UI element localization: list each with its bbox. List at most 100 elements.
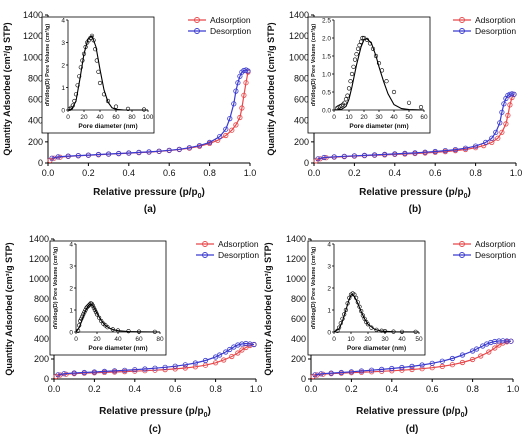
x-tick-label: 0.2 — [345, 384, 358, 394]
inset-data-point — [406, 100, 412, 105]
y-tick-label: 1000 — [286, 274, 306, 284]
x-tick-label: 0.0 — [48, 384, 61, 394]
inset-data-point — [86, 303, 91, 308]
x-axis-label: Relative pressure (p/p0) — [359, 187, 471, 200]
inset-x-tick-label: 20 — [93, 336, 101, 343]
inset-data-point — [340, 316, 345, 321]
legend-label: Adsorption — [218, 239, 259, 249]
inset-data-point — [90, 303, 95, 308]
inset-data-point — [91, 305, 96, 310]
data-point — [239, 347, 245, 353]
data-point — [483, 139, 489, 145]
y-tick-label: 0 — [44, 374, 49, 384]
y-tick-label: 0 — [38, 158, 43, 168]
x-axis-label-subscript: 0 — [461, 412, 465, 419]
y-tick-label: 200 — [34, 354, 49, 364]
data-point — [233, 122, 239, 128]
inset-data-point — [358, 39, 364, 44]
inset-data-point — [93, 47, 98, 52]
data-point — [473, 346, 480, 352]
data-point — [452, 147, 458, 153]
data-point — [207, 139, 213, 145]
data-point — [449, 362, 455, 368]
x-tick-label: 1.0 — [507, 384, 520, 394]
data-point — [341, 153, 347, 159]
data-point — [429, 360, 435, 366]
inset-data-point — [374, 327, 379, 332]
inset-y-tick-label: 3 — [327, 264, 331, 271]
legend-swatch-marker — [459, 252, 465, 258]
inset-y-tick-label: 2.5 — [322, 18, 331, 25]
inset-y-tick-label: 3 — [61, 40, 65, 47]
data-point — [315, 156, 321, 162]
data-point — [331, 154, 337, 160]
series-line — [314, 340, 512, 376]
data-point — [328, 370, 334, 376]
data-point — [419, 366, 425, 372]
inset-x-tick-label: 100 — [143, 114, 154, 121]
inset-data-point — [78, 65, 83, 70]
inset-data-point — [391, 89, 397, 95]
x-tick-label: 0.4 — [129, 384, 142, 394]
x-tick-label: 0.4 — [386, 384, 399, 394]
inset-x-tick-label: 10 — [347, 336, 355, 343]
inset-data-point — [349, 71, 355, 77]
data-point — [501, 101, 507, 107]
inset-y-axis-label: dV/dlog(D) Pore Volume (cm³/g) — [52, 247, 59, 330]
y-tick-label: 400 — [291, 334, 306, 344]
data-point — [156, 148, 162, 154]
x-tick-label: 0.6 — [169, 384, 182, 394]
y-tick-label: 1200 — [289, 31, 309, 41]
data-point — [85, 152, 92, 158]
x-tick-label: 0.6 — [163, 168, 176, 178]
data-point — [389, 365, 395, 372]
panel-label: (d) — [406, 424, 419, 435]
inset-data-point — [362, 316, 367, 321]
data-point — [412, 150, 418, 156]
inset-x-tick-label: 80 — [156, 336, 164, 343]
inset-data-point — [418, 104, 424, 110]
inset-y-tick-label: 4 — [69, 242, 73, 249]
data-point — [172, 363, 178, 369]
data-point — [122, 367, 128, 373]
inset-data-point — [110, 327, 115, 332]
data-point — [503, 121, 509, 127]
data-point — [459, 359, 466, 366]
inset-data-point — [357, 304, 362, 309]
inset-data-point — [85, 304, 90, 309]
inset-data-point — [364, 37, 370, 42]
data-point — [348, 369, 354, 375]
data-point — [480, 343, 486, 349]
inset-y-tick-label: 1.0 — [322, 72, 331, 79]
inset-data-point — [73, 92, 79, 97]
y-tick-label: 1000 — [23, 52, 43, 62]
inset-data-point — [373, 53, 379, 59]
inset-y-tick-label: 0.5 — [322, 90, 331, 97]
data-point — [312, 372, 318, 378]
inset-data-point — [342, 100, 347, 105]
y-axis-label: Quantity Adsorbed (cm³/g STP) — [4, 242, 14, 375]
data-point — [213, 360, 219, 366]
inset-data-point — [342, 312, 347, 317]
data-point — [338, 369, 344, 376]
legend-swatch-marker — [202, 252, 208, 258]
data-point — [507, 102, 513, 108]
inset-x-tick-label: 60 — [420, 114, 428, 121]
inset-data-point — [355, 300, 360, 305]
data-point — [223, 126, 229, 132]
inset-data-point — [384, 79, 389, 84]
data-point — [439, 363, 445, 369]
series-line — [57, 342, 255, 376]
data-point — [402, 150, 408, 156]
inset-data-point — [94, 58, 99, 63]
inset-data-point — [99, 318, 104, 324]
inset-y-axis-label: dV/dlog(D) Pore Volume (cm³/g) — [310, 247, 317, 330]
inset-fit-curve — [67, 34, 148, 111]
x-axis-label-close: ) — [202, 187, 205, 198]
x-axis-label: Relative pressure (p/p0) — [356, 406, 468, 419]
data-point — [235, 350, 241, 356]
inset-data-point — [83, 307, 88, 313]
data-point — [132, 368, 138, 374]
